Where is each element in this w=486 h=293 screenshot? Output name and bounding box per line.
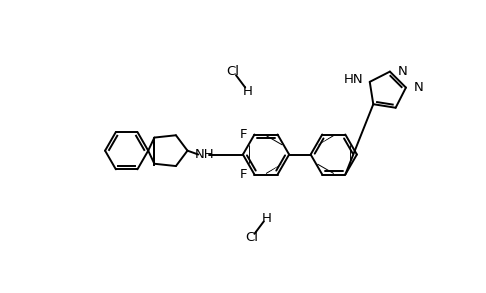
Text: N: N (398, 65, 407, 78)
Text: F: F (240, 128, 247, 141)
Text: Cl: Cl (226, 65, 240, 78)
Text: N: N (414, 81, 423, 94)
Text: HN: HN (344, 73, 364, 86)
Text: H: H (262, 212, 272, 225)
Text: NH: NH (194, 148, 214, 161)
Text: F: F (240, 168, 247, 181)
Text: H: H (243, 85, 252, 98)
Text: Cl: Cl (245, 231, 258, 244)
